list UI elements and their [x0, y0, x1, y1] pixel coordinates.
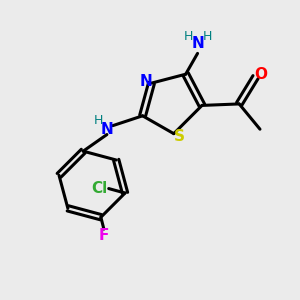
Text: H: H — [202, 30, 212, 43]
Text: H: H — [183, 30, 193, 43]
Text: N: N — [140, 74, 152, 89]
Text: N: N — [191, 35, 204, 50]
Text: O: O — [254, 67, 267, 82]
Text: F: F — [99, 227, 109, 242]
Text: S: S — [174, 128, 184, 143]
Text: H: H — [93, 114, 103, 128]
Text: N: N — [100, 122, 113, 137]
Text: Cl: Cl — [91, 181, 107, 196]
